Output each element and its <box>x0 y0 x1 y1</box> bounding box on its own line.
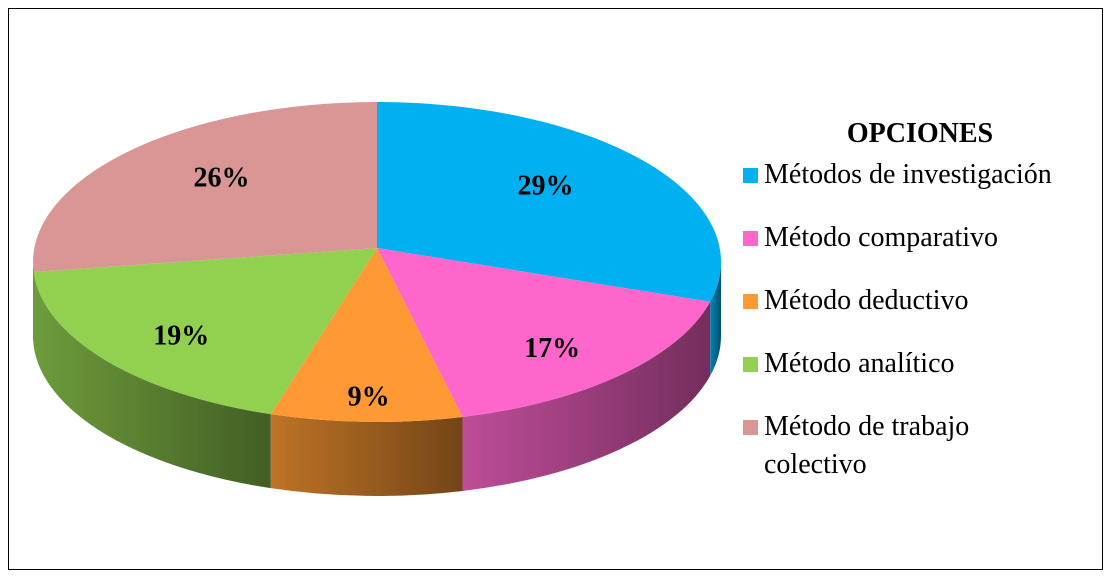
legend-label: Método deductivo <box>764 285 969 316</box>
data-label: 17% <box>524 333 580 364</box>
data-label: 29% <box>518 170 574 201</box>
legend-item: Método de trabajo colectivo <box>740 408 1100 484</box>
legend-title: OPCIONES <box>846 118 994 149</box>
legend-item: Método deductivo <box>740 282 1100 320</box>
data-label: 26% <box>194 162 250 193</box>
legend: OPCIONES Métodos de investigación Método … <box>740 112 1100 509</box>
pie-side <box>33 262 34 347</box>
legend-item: Método analítico <box>740 345 1100 383</box>
pie-slice <box>377 102 722 302</box>
legend-item: Métodos de investigación <box>740 156 1100 194</box>
legend-swatch <box>743 168 758 183</box>
data-label: 9% <box>348 381 390 412</box>
data-label: 19% <box>153 321 209 352</box>
pie-slice <box>377 248 711 417</box>
pie-side <box>270 414 463 496</box>
legend-swatch <box>743 357 758 372</box>
legend-swatch <box>743 420 758 435</box>
legend-label: Método analítico <box>764 348 955 379</box>
chart-frame <box>8 8 1103 570</box>
pie-side <box>462 301 711 491</box>
legend-swatch <box>743 231 758 246</box>
legend-label: Método comparativo <box>764 222 999 253</box>
pie-side <box>710 262 721 376</box>
pie-slice <box>33 248 378 415</box>
legend-item: Método comparativo <box>740 219 1100 257</box>
legend-label: Métodos de investigación <box>764 159 1052 190</box>
pie-slice <box>270 248 463 422</box>
legend-swatch <box>743 294 758 309</box>
pie-side <box>33 272 271 489</box>
pie-slice <box>32 102 377 273</box>
legend-label: Método de trabajo colectivo <box>764 411 970 480</box>
